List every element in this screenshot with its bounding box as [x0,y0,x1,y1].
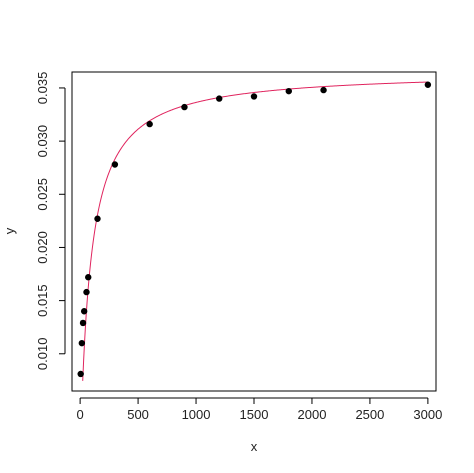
data-point [285,87,292,95]
x-axis: 0 500 1000 1500 2000 2500 3000 [76,397,442,422]
x-tick-label: 3000 [413,407,442,422]
data-point [111,161,119,168]
data-point [79,319,87,327]
data-point [216,95,223,102]
data-point [320,86,327,94]
data-point [424,81,432,88]
y-tick-label: 0.025 [35,178,50,211]
y-tick-label: 0.035 [35,72,50,105]
x-tick-label: 0 [76,407,83,422]
x-tick-label: 2500 [355,407,384,422]
y-tick-label: 0.020 [35,231,50,264]
data-point [250,93,258,100]
y-axis-label: y [2,227,17,234]
x-tick-label: 500 [127,407,149,422]
plot-frame [71,71,437,392]
data-point [181,103,188,111]
data-point [77,370,84,378]
y-tick-label: 0.010 [35,338,50,371]
data-point [83,288,90,296]
y-tick-label: 0.015 [35,284,50,317]
data-point [78,339,86,347]
y-tick-label: 0.030 [35,125,50,158]
data-point [85,274,92,281]
data-point [146,120,153,128]
y-axis: 0.010 0.015 0.020 0.025 0.030 0.035 [35,72,66,371]
data-point [94,215,101,222]
data-point [80,308,88,315]
data-points [77,81,432,378]
x-axis-label: x [251,439,258,454]
x-tick-label: 2000 [298,407,327,422]
x-tick-label: 1500 [240,407,269,422]
x-tick-label: 1000 [182,407,211,422]
fit-curve [82,81,428,381]
